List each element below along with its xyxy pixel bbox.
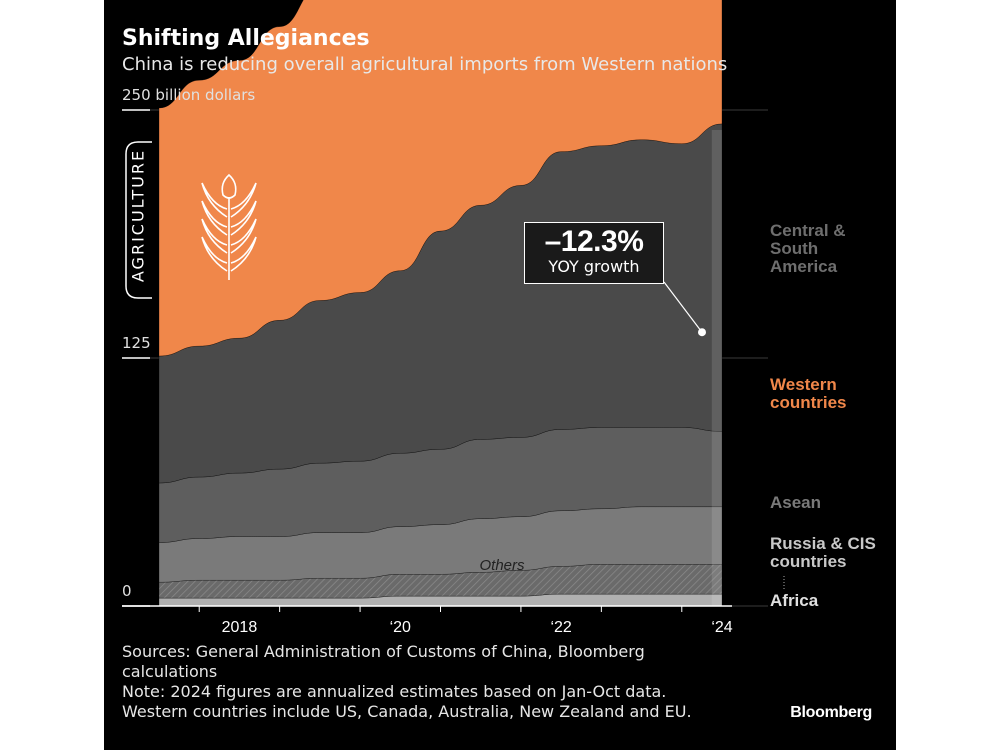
callout-value: –12.3% [544,225,644,258]
y-tick-label: 125 [122,334,151,352]
x-tick-label: 2018 [222,619,258,636]
y-unit-label: 250 billion dollars [122,86,256,104]
callout-dot [698,328,706,337]
chart-title: Shifting Allegiances [122,26,370,51]
chart-panel: 0 125 2018 ‘20 ‘22 ‘24 Others Africa Russia & C… [104,0,896,750]
x-tick-label: ‘22 [550,619,571,636]
series-label-central-south-america: Central & South America [770,221,846,276]
chart-svg: 0 125 2018 ‘20 ‘22 ‘24 Others Africa Russia & C… [122,0,876,636]
yoy-callout: –12.3% YOY growth [524,222,664,284]
x-tick-label: ‘24 [711,619,732,636]
callout-connector [663,281,703,333]
bloomberg-logo: Bloomberg [790,704,872,721]
series-label-western-countries: Western countries [770,375,847,412]
series-label-africa: Africa [770,591,819,610]
agriculture-badge: AGRICULTURE [124,140,152,300]
series-label-asean: Asean [770,493,821,512]
callout-label: YOY growth [548,257,640,276]
footer-notes: Sources: General Administration of Custo… [122,642,722,722]
chart-subtitle: China is reducing overall agricultural i… [122,54,728,75]
agriculture-label: AGRICULTURE [128,148,148,283]
x-tick-label: ‘20 [390,619,411,636]
y-tick-label: 0 [122,582,132,600]
area-western-countries [158,0,723,357]
others-label: Others [479,557,525,574]
sources-text: Sources: General Administration of Custo… [122,642,645,681]
estimate-band [711,130,722,606]
series-label-russia-cis-countries: Russia & CIS countries [770,534,876,571]
wheat-icon [201,173,257,280]
note-text: Note: 2024 figures are annualized estima… [122,682,692,721]
